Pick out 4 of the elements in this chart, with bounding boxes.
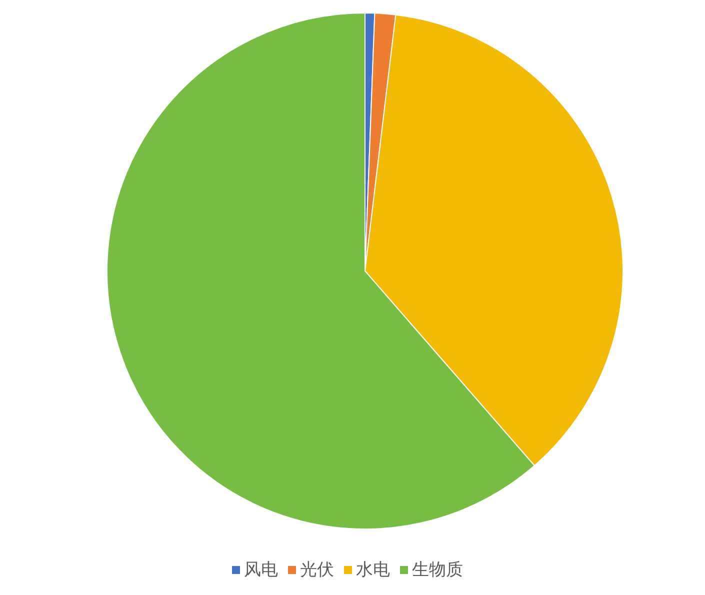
legend-label: 光伏	[300, 560, 334, 580]
legend-label: 水电	[356, 560, 390, 580]
legend-label: 生物质	[412, 560, 463, 580]
legend-label: 风电	[244, 560, 278, 580]
